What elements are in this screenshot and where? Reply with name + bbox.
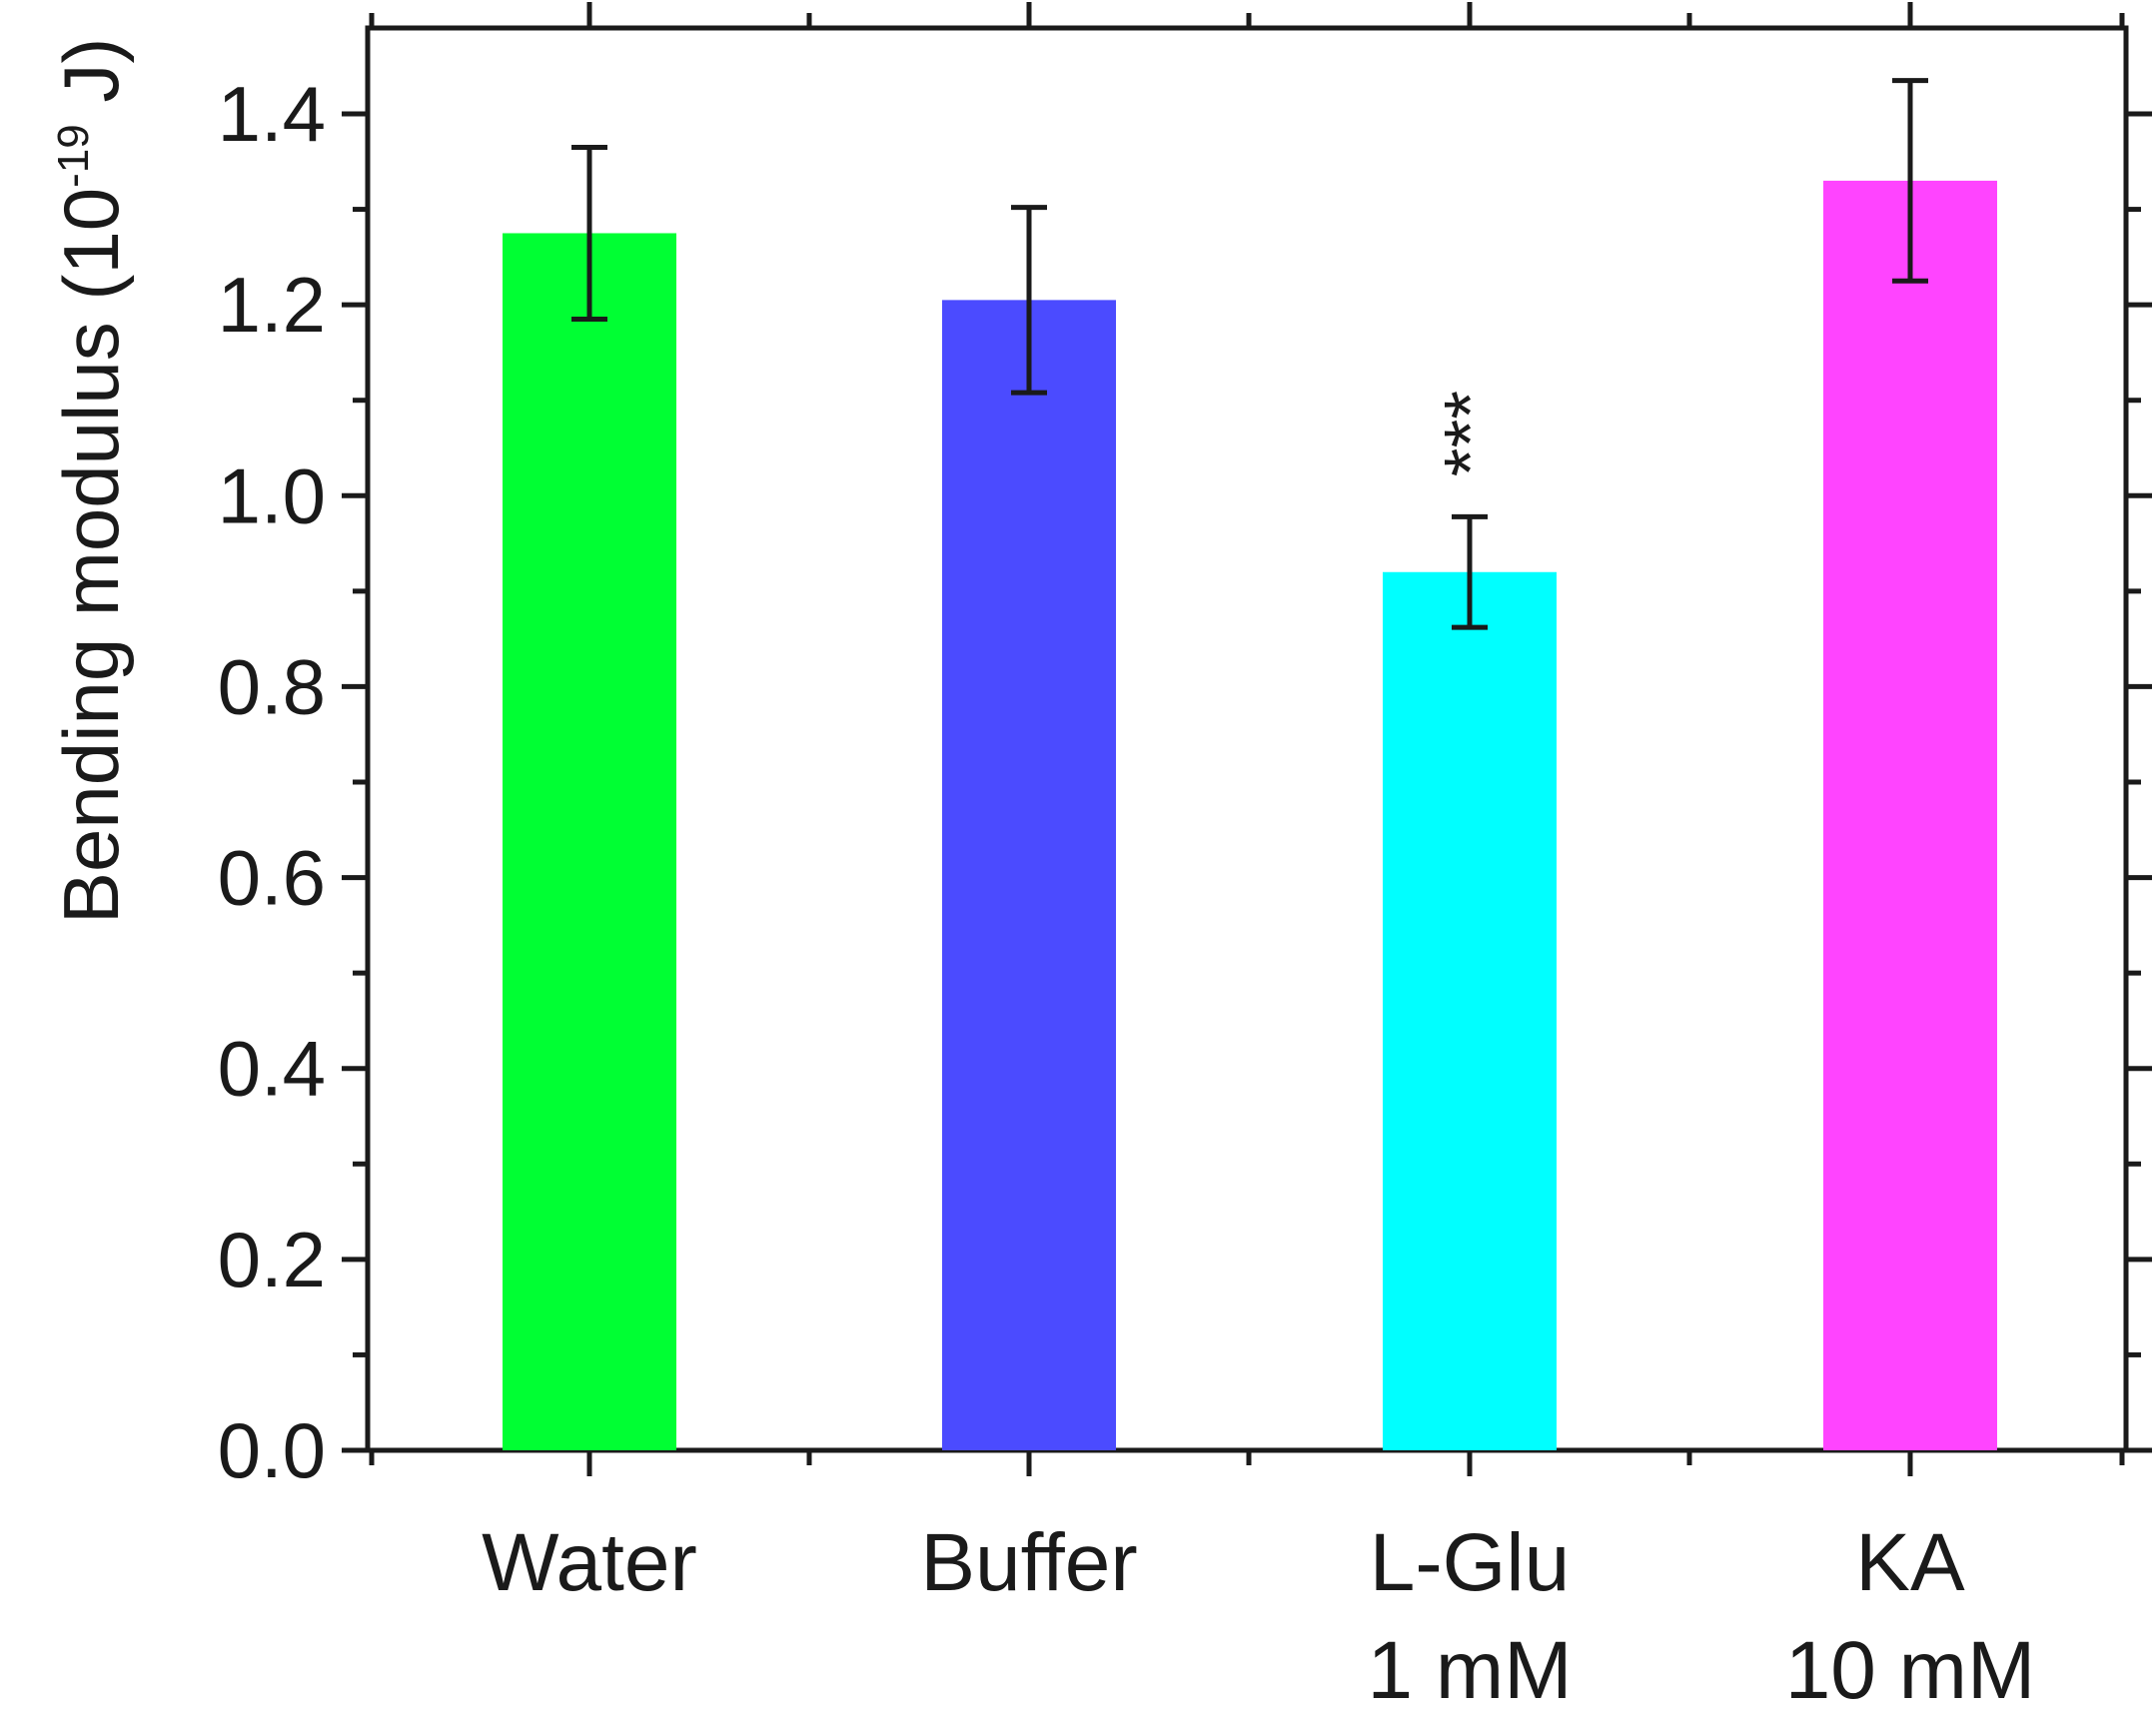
error-bars <box>571 78 1928 630</box>
axis-labels: 0.0 0.2 0.4 0.6 0.8 1.0 1.2 1.4 Water Buffer L-Glu… <box>218 70 2036 1716</box>
bar-water <box>503 233 676 1450</box>
x-category-sublabel: 1 mM <box>1368 1625 1573 1716</box>
y-axis-label-exponent: -19 <box>49 124 98 188</box>
x-category-label: Buffer <box>920 1517 1137 1608</box>
y-axis-label-suffix: J) <box>47 38 135 125</box>
significance-marker: *** <box>1429 391 1512 476</box>
x-category-sublabel: 10 mM <box>1785 1625 2036 1716</box>
bar-l-glu <box>1383 571 1557 1450</box>
y-tick-label: 0.0 <box>218 1406 326 1494</box>
x-category-label: Water <box>482 1517 697 1608</box>
y-axis-label-prefix: Bending modulus (10 <box>47 188 135 924</box>
y-tick-label: 0.6 <box>218 834 326 922</box>
error-bar <box>571 144 607 322</box>
error-bar <box>1452 513 1488 630</box>
y-tick-label: 0.4 <box>218 1025 326 1113</box>
y-tick-label: 0.2 <box>218 1216 326 1303</box>
y-tick-label: 1.4 <box>218 70 326 158</box>
bar-ka <box>1823 180 1997 1451</box>
x-category-label: KA <box>1855 1517 1965 1608</box>
bar-buffer <box>942 300 1116 1450</box>
y-tick-label: 1.2 <box>218 261 326 349</box>
error-bar <box>1892 78 1928 284</box>
x-category-label: L-Glu <box>1370 1517 1571 1608</box>
error-bar <box>1011 205 1047 396</box>
y-axis-label: Bending modulus (10-19 J) <box>47 38 135 924</box>
y-tick-label: 1.0 <box>218 451 326 539</box>
bars <box>503 180 1997 1451</box>
y-tick-label: 0.8 <box>218 642 326 730</box>
axis-ticks <box>342 2 2152 1476</box>
